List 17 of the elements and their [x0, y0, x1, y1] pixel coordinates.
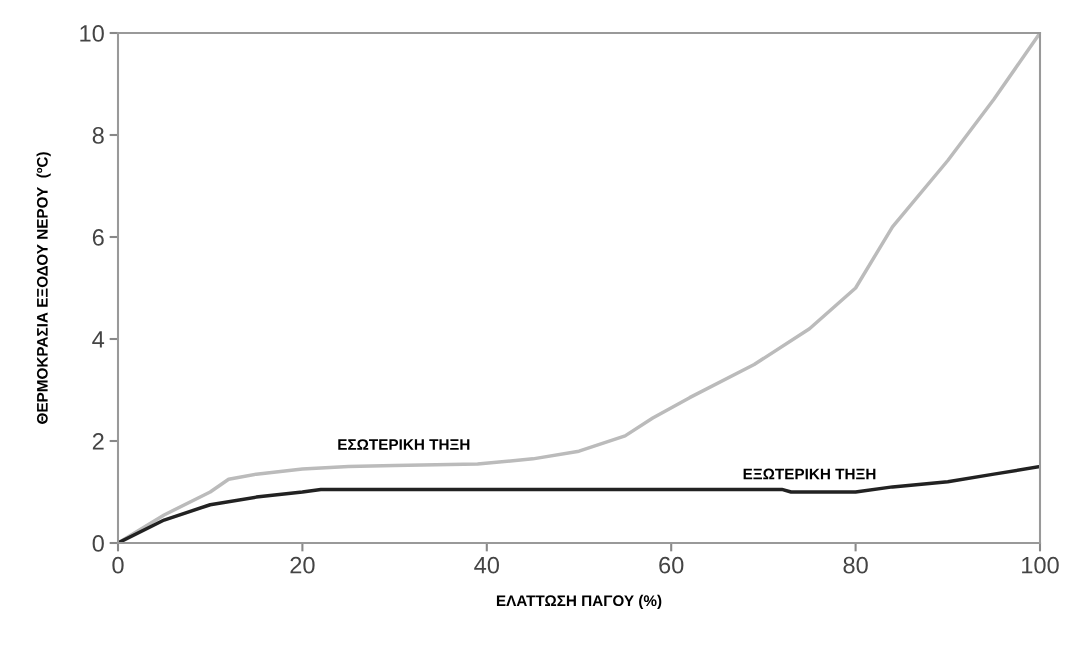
y-tick-label: 8 — [92, 127, 104, 144]
x-tick-label: 80 — [843, 556, 868, 574]
x-tick-label: 40 — [474, 556, 500, 574]
series-label: ΕΣΩΤΕΡΙΚΗ ΤΗΞΗ — [338, 439, 470, 450]
y-tick-label: 4 — [92, 331, 105, 348]
x-tick-label: 60 — [659, 556, 684, 574]
x-axis-title: ΕΛΑΤΤΩΣΗ ΠΑΓΟΥ (%) — [496, 594, 662, 610]
y-axis-title: ΘΕΡΜΟΚΡΑΣΙΑ ΕΞΟΔΟΥ ΝΕΡΟΥ (ºC) — [36, 152, 51, 424]
line-series — [118, 33, 1040, 543]
y-tick-label: 10 — [80, 25, 104, 42]
y-tick-label: 0 — [92, 535, 104, 552]
y-tick-label: 6 — [92, 229, 104, 246]
x-tick-label: 20 — [290, 556, 315, 574]
x-tick-label: 0 — [112, 556, 124, 574]
y-tick-label: 2 — [92, 433, 104, 450]
series-label: ΕΞΩΤΕΡΙΚΗ ΤΗΞΗ — [743, 468, 876, 480]
x-tick-label: 100 — [1022, 556, 1059, 574]
